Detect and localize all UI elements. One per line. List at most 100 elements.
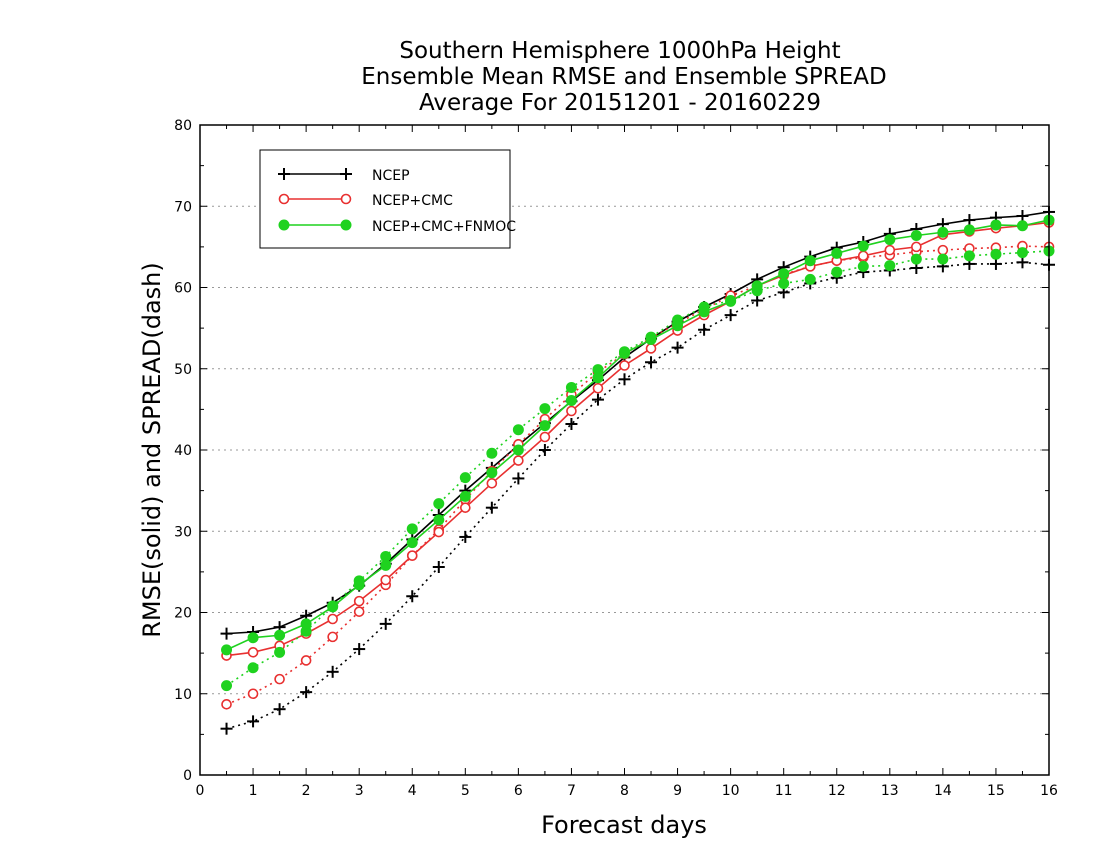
ncep-cmc-fnmoc-rmse-point <box>698 306 710 318</box>
legend-item-ncep-cmc-fnmoc: NCEP+CMC+FNMOC <box>278 219 516 235</box>
ncep-spread-point <box>618 373 631 386</box>
x-tick-label: 13 <box>881 783 899 799</box>
ncep-cmc-fnmoc-spread-point <box>512 424 524 436</box>
legend-marker-right <box>340 193 352 205</box>
ncep-cmc-fnmoc-spread-point <box>884 260 896 272</box>
ncep-rmse-point <box>220 627 233 640</box>
x-tick-label: 0 <box>196 783 205 799</box>
legend-item-ncep-cmc: NCEP+CMC <box>278 193 453 209</box>
y-axis-label: RMSE(solid) and SPREAD(dash) <box>138 262 166 638</box>
title-line-1: Southern Hemisphere 1000hPa Height <box>399 38 840 64</box>
ncep-spread-point <box>485 501 498 514</box>
ncep-spread-point <box>591 393 604 406</box>
ncep-cmc-fnmoc-rmse-point <box>565 394 577 406</box>
ncep-cmc-fnmoc-rmse-point <box>1016 220 1028 232</box>
ncep-spread-line <box>226 261 1050 730</box>
ncep-cmc-spread-point <box>300 655 312 666</box>
ncep-spread-point <box>698 323 711 336</box>
ncep-cmc-rmse-point <box>406 550 418 561</box>
y-tick-label: 0 <box>183 768 192 784</box>
ncep-cmc-fnmoc-spread-point <box>937 253 949 265</box>
ncep-spread-point <box>406 590 419 603</box>
ncep-cmc-rmse-point <box>566 405 577 417</box>
ncep-cmc-rmse-point <box>539 431 551 443</box>
x-tick-label: 8 <box>620 783 629 799</box>
x-tick-label: 4 <box>408 783 417 799</box>
legend-marker-left <box>278 193 290 205</box>
ncep-cmc-fnmoc-spread-point <box>963 250 975 262</box>
y-tick-label: 70 <box>174 199 192 215</box>
x-tick-label: 7 <box>567 783 576 799</box>
grid-lines <box>200 205 1049 695</box>
ncep-spread-point <box>326 665 339 678</box>
ncep-spread-point <box>989 257 1002 270</box>
ncep-spread-point <box>379 617 392 630</box>
ncep-cmc-spread-line <box>226 245 1050 706</box>
ncep-spread-point <box>538 444 551 456</box>
legend-marker-right <box>340 219 352 231</box>
ncep-cmc-rmse-point <box>513 455 524 466</box>
ncep-cmc-rmse-point <box>911 241 922 253</box>
ncep-cmc-fnmoc-spread-point <box>274 646 286 658</box>
ncep-cmc-spread-point <box>937 244 949 256</box>
ncep-cmc-fnmoc-rmse-point <box>831 247 843 259</box>
ncep-cmc-fnmoc-rmse-point <box>804 255 816 267</box>
ncep-cmc-spread-point <box>353 606 365 617</box>
ncep-cmc-fnmoc-rmse-point <box>512 444 524 456</box>
ncep-cmc-fnmoc-rmse-point <box>300 618 312 630</box>
ncep-cmc-fnmoc-spread-point <box>778 277 790 289</box>
legend-marker-right <box>340 168 352 180</box>
ncep-cmc-fnmoc-rmse-point <box>406 537 418 549</box>
ncep-cmc-fnmoc-rmse-point <box>884 234 896 246</box>
ncep-cmc-fnmoc-rmse-point <box>910 230 922 241</box>
ncep-cmc-rmse-point <box>380 574 392 586</box>
y-tick-label: 80 <box>174 118 192 134</box>
ncep-cmc-fnmoc-rmse-point <box>937 226 949 238</box>
ncep-cmc-fnmoc-spread-point <box>831 266 843 278</box>
ncep-cmc-fnmoc-spread-point <box>406 523 418 535</box>
ncep-cmc-fnmoc-spread-line <box>226 250 1050 687</box>
ncep-spread-point <box>220 722 233 735</box>
ncep-cmc-fnmoc-rmse-point <box>459 490 471 502</box>
ncep-cmc-spread-point <box>221 699 232 710</box>
legend-label-ncep: NCEP <box>372 168 410 184</box>
ncep-cmc-fnmoc-rmse-point <box>751 280 763 292</box>
ncep-cmc-spread-point <box>327 631 338 643</box>
ncep-cmc-fnmoc-rmse-point <box>433 514 445 526</box>
ncep-spread-point <box>247 715 260 728</box>
ncep-cmc-spread-point <box>274 673 285 685</box>
ncep-cmc-fnmoc-spread-point <box>247 662 259 674</box>
ncep-spread-point <box>432 561 445 573</box>
legend-box <box>259 149 511 249</box>
ncep-cmc-fnmoc-rmse-point <box>353 579 365 591</box>
ncep-cmc-fnmoc-rmse-point <box>963 224 975 236</box>
ncep-cmc-fnmoc-spread-point <box>221 680 233 692</box>
legend-item-ncep: NCEP <box>278 168 410 184</box>
ncep-spread-point <box>300 686 313 699</box>
plot-area <box>220 205 1055 735</box>
ncep-cmc-fnmoc-rmse-point <box>619 347 630 359</box>
ncep-cmc-fnmoc-rmse-point <box>539 420 551 432</box>
x-tick-label: 15 <box>987 783 1005 799</box>
x-tick-label: 11 <box>775 783 793 799</box>
ncep-cmc-rmse-point <box>327 613 338 625</box>
axes: 0 1 2 3 4 5 6 7 8 9 10 11 12 13 14 15 160102030405060708… <box>174 118 1058 799</box>
x-tick-label: 9 <box>673 783 682 799</box>
ncep-spread-point <box>751 294 764 307</box>
ncep-spread-point <box>671 341 684 354</box>
y-tick-label: 10 <box>174 687 192 703</box>
chart-title: Southern Hemisphere 1000hPa Height Ensem… <box>361 38 886 116</box>
ncep-cmc-fnmoc-rmse-point <box>380 559 392 571</box>
x-tick-label: 16 <box>1040 783 1058 799</box>
ncep-cmc-fnmoc-rmse-point <box>990 219 1002 231</box>
y-tick-label: 20 <box>174 606 192 622</box>
x-tick-label: 10 <box>722 783 740 799</box>
ncep-cmc-fnmoc-rmse-point <box>247 632 259 644</box>
x-tick-label: 2 <box>302 783 311 799</box>
ncep-cmc-fnmoc-spread-point <box>433 498 445 510</box>
ncep-rmse-point <box>1016 210 1029 222</box>
ncep-cmc-fnmoc-spread-point <box>565 381 577 393</box>
legend-marker-left <box>278 219 290 231</box>
